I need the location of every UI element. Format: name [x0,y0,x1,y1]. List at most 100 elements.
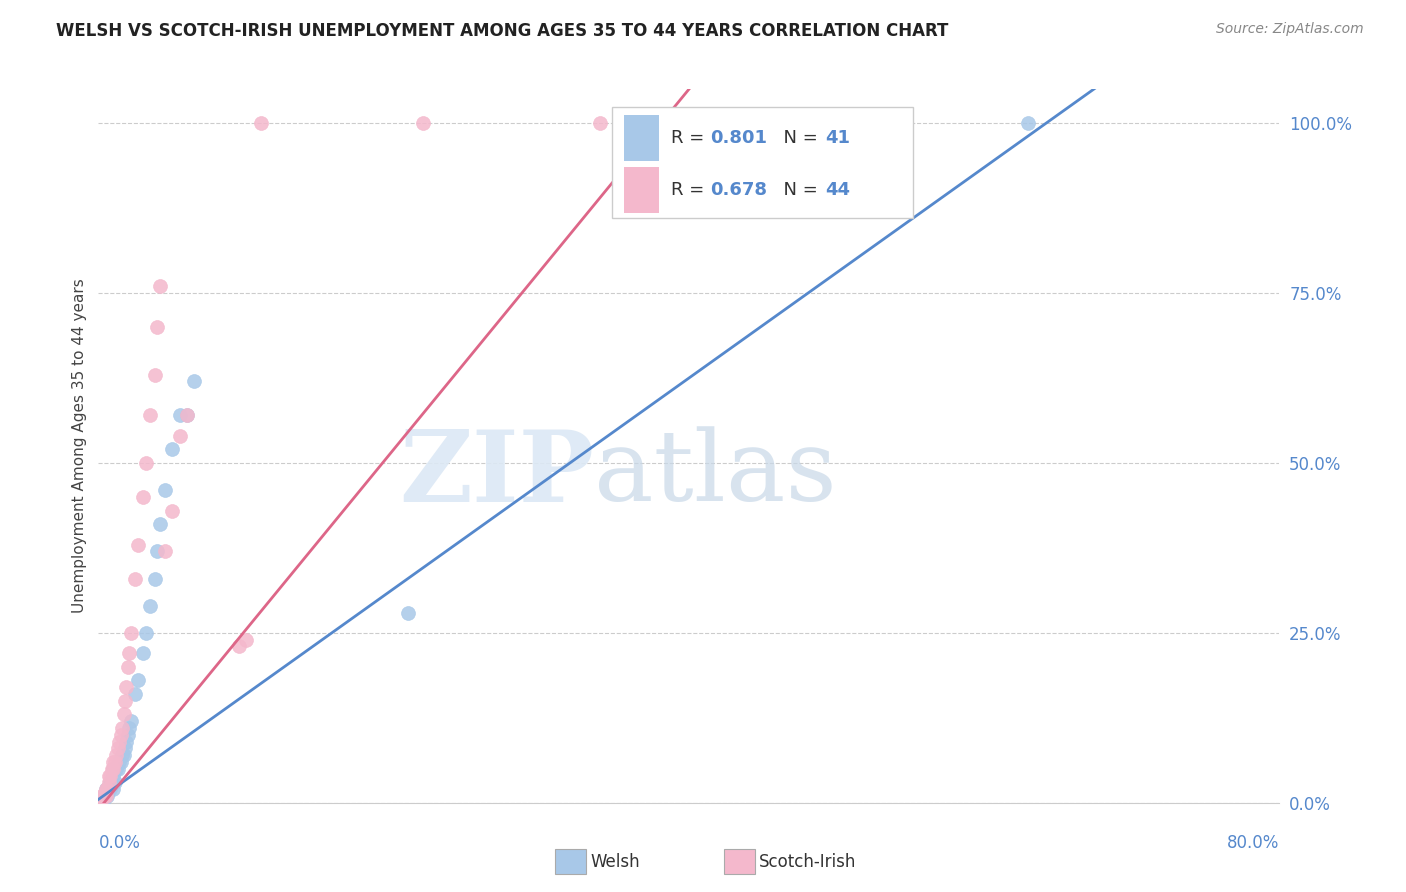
Point [111,721,134,735]
Point [118,721,141,735]
Point [108,755,131,769]
Point [149,279,172,293]
Point [153,483,176,498]
Point [110,755,132,769]
Point [118,646,141,660]
Point [127,673,149,688]
Point [124,572,146,586]
Point [648,116,671,130]
Point [114,741,136,756]
Point [105,748,128,763]
Point [115,680,138,694]
Text: 0.678: 0.678 [710,181,768,199]
Point [103,782,125,797]
Point [94,782,117,797]
Point [1017,116,1039,130]
Point [169,409,191,423]
FancyBboxPatch shape [612,107,914,218]
Point [97,769,120,783]
Text: Welsh: Welsh [591,853,640,871]
Text: atlas: atlas [595,426,837,523]
Point [91,789,114,803]
Point [117,660,139,674]
Point [90,789,112,803]
Point [112,707,135,722]
Point [396,606,419,620]
Point [97,782,120,797]
Point [94,789,117,803]
Point [250,116,273,130]
Y-axis label: Unemployment Among Ages 35 to 44 years: Unemployment Among Ages 35 to 44 years [72,278,87,614]
Text: Source: ZipAtlas.com: Source: ZipAtlas.com [1216,22,1364,37]
Text: 0.0%: 0.0% [98,834,141,852]
Point [127,537,149,551]
Point [103,755,125,769]
Point [98,769,121,783]
Point [97,775,120,789]
Point [235,632,257,647]
Point [111,748,134,763]
Point [103,762,125,776]
Point [139,599,162,613]
Point [96,789,118,803]
Point [120,714,142,729]
Point [94,789,117,803]
Text: 44: 44 [825,181,849,199]
Point [153,544,176,558]
Point [87,796,110,810]
Point [89,796,111,810]
Point [124,687,146,701]
Point [107,741,129,756]
Point [146,320,169,334]
Point [117,728,139,742]
Text: R =: R = [671,181,710,199]
Point [94,782,117,797]
Point [90,796,112,810]
Text: R =: R = [671,129,710,147]
Point [176,409,198,423]
Point [100,762,122,776]
Point [96,782,118,797]
Point [132,490,155,504]
Point [93,789,115,803]
Point [112,748,135,763]
Point [103,762,125,776]
Point [149,517,172,532]
Point [87,796,110,810]
FancyBboxPatch shape [624,167,659,213]
Point [120,626,142,640]
Text: ZIP: ZIP [399,426,595,523]
Point [103,769,125,783]
Text: 80.0%: 80.0% [1227,834,1279,852]
Point [104,755,127,769]
Point [143,368,166,382]
Point [146,544,169,558]
Point [105,762,128,776]
Point [176,409,198,423]
Point [100,775,122,789]
Point [107,762,129,776]
Point [110,728,132,742]
Point [162,503,183,517]
Text: WELSH VS SCOTCH-IRISH UNEMPLOYMENT AMONG AGES 35 TO 44 YEARS CORRELATION CHART: WELSH VS SCOTCH-IRISH UNEMPLOYMENT AMONG… [56,22,949,40]
Point [104,775,127,789]
Point [135,456,157,470]
Point [412,116,434,130]
Text: N =: N = [772,181,823,199]
Text: N =: N = [772,129,823,147]
Text: 41: 41 [825,129,849,147]
Point [139,409,162,423]
Point [135,626,157,640]
Text: 0.801: 0.801 [710,129,768,147]
Point [143,572,166,586]
Point [132,646,155,660]
Point [162,442,183,457]
Point [228,640,250,654]
Point [114,694,136,708]
FancyBboxPatch shape [624,115,659,161]
Text: Scotch-Irish: Scotch-Irish [759,853,856,871]
Point [91,796,114,810]
Point [183,375,205,389]
Point [169,429,191,443]
Point [115,734,138,748]
